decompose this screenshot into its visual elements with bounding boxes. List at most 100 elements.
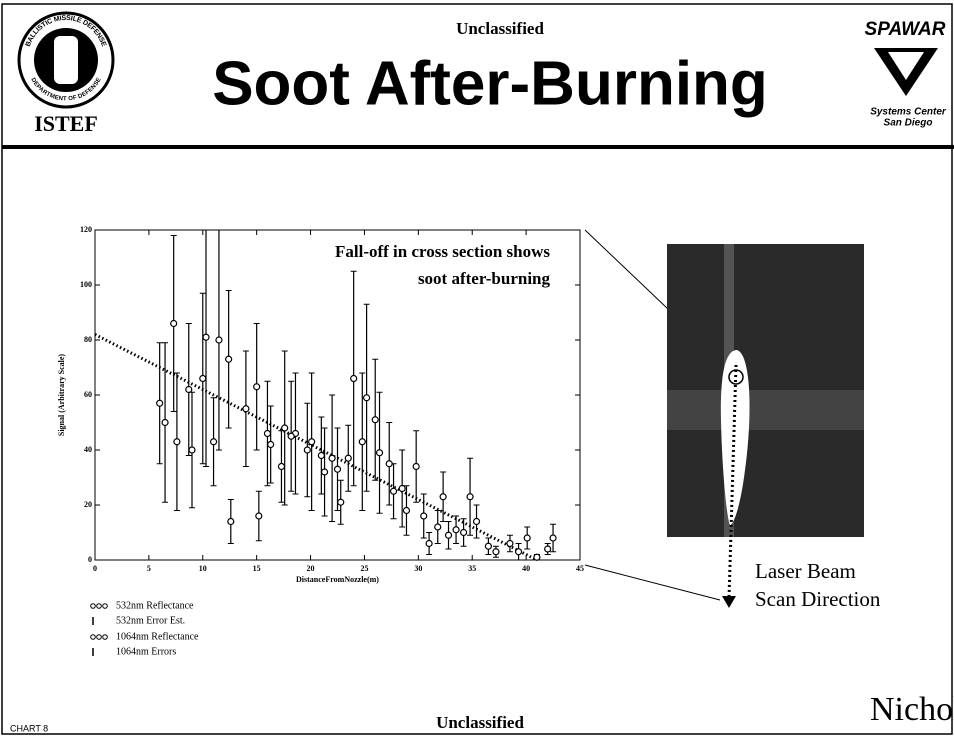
spawar-mark <box>874 48 938 96</box>
legend-label: 1064nm Reflectance <box>116 631 199 642</box>
data-point <box>484 542 492 550</box>
data-point <box>277 462 286 471</box>
data-point <box>460 528 468 537</box>
data-point <box>242 405 250 413</box>
legend-label: 1064nm Errors <box>116 646 176 657</box>
data-point <box>263 429 272 438</box>
data-point <box>337 498 345 506</box>
data-point <box>492 548 500 556</box>
data-point <box>439 493 447 501</box>
data-point <box>506 539 514 548</box>
data-point <box>225 355 233 363</box>
data-point <box>371 416 379 424</box>
y-tick-label: 120 <box>80 225 92 234</box>
data-point <box>303 446 311 454</box>
x-tick-label: 0 <box>93 564 97 573</box>
y-tick-label: 80 <box>84 335 92 344</box>
x-tick-label: 35 <box>468 564 476 573</box>
callout-line <box>584 564 721 601</box>
data-point <box>425 539 433 548</box>
y-tick-label: 60 <box>84 390 92 399</box>
data-point <box>472 517 481 526</box>
data-point <box>375 449 384 457</box>
y-tick-label: 40 <box>84 445 92 454</box>
data-point <box>320 468 329 476</box>
probe-ring <box>728 369 744 385</box>
data-point <box>173 438 181 446</box>
left-logo: BALLISTIC MISSILE DEFENSE DEPARTMENT OF … <box>17 11 115 109</box>
data-point <box>215 336 223 344</box>
legend-symbol <box>90 634 96 640</box>
legend-symbol <box>96 603 102 609</box>
x-tick-label: 25 <box>360 564 368 573</box>
data-point <box>170 319 178 328</box>
x-axis-label: DistanceFromNozzle(m) <box>296 575 379 584</box>
data-point <box>452 526 460 534</box>
data-point <box>398 484 406 493</box>
data-point <box>549 534 557 542</box>
y-tick-label: 0 <box>88 555 92 564</box>
data-point <box>185 385 193 394</box>
x-tick-label: 5 <box>147 564 151 573</box>
plume-image <box>667 244 864 608</box>
data-point <box>434 523 442 531</box>
image-caption: Scan Direction <box>755 587 881 611</box>
data-point <box>523 534 531 542</box>
plume <box>720 350 750 525</box>
data-point <box>544 545 552 553</box>
data-point <box>287 432 295 440</box>
data-point <box>199 374 207 383</box>
x-tick-label: 40 <box>522 564 530 573</box>
x-tick-label: 15 <box>253 564 261 573</box>
author: Nichols <box>870 691 954 728</box>
legend-symbol <box>96 634 102 640</box>
frame <box>1 3 953 735</box>
data-point <box>389 487 398 495</box>
data-point <box>514 548 523 556</box>
x-tick-label: 30 <box>414 564 422 573</box>
data-point <box>188 446 196 454</box>
data-point <box>344 454 352 462</box>
x-tick-label: 20 <box>307 564 315 573</box>
classification: Unclassified <box>456 19 544 38</box>
spawar-logo: SPAWAR <box>865 19 946 40</box>
data-point <box>253 383 261 391</box>
spawar-caption: San Diego <box>884 118 933 129</box>
legend-label: 532nm Error Est. <box>116 615 185 626</box>
image-caption: Laser Beam <box>755 559 856 583</box>
data-point <box>308 438 316 446</box>
data-point <box>420 512 428 520</box>
data-point <box>358 438 366 446</box>
data-point <box>267 440 275 449</box>
legend-label: 532nm Reflectance <box>116 600 194 611</box>
data-point <box>533 553 541 561</box>
data-point <box>202 333 210 341</box>
data-point <box>227 517 235 526</box>
y-axis-label: Signal (Arbitrary Scale) <box>57 354 66 437</box>
x-tick-label: 45 <box>576 564 584 573</box>
y-tick-label: 20 <box>84 500 92 509</box>
annotation: soot after-burning <box>418 269 551 288</box>
scan-path <box>727 364 738 599</box>
data-point <box>209 438 218 446</box>
legend-symbol <box>90 603 96 609</box>
data-point <box>412 462 420 471</box>
data-point <box>317 451 325 460</box>
spawar-caption: Systems Center <box>870 107 947 118</box>
left-caption: ISTEF <box>34 111 98 136</box>
logo-shape <box>54 36 78 84</box>
data-point <box>281 424 289 432</box>
data-point <box>466 493 474 501</box>
data-point <box>385 460 393 468</box>
x-tick-label: 10 <box>199 564 207 573</box>
data-point <box>402 506 411 515</box>
data-point <box>333 465 342 473</box>
image-band <box>667 390 864 430</box>
plot: 0 5 10 15 20 25 30 35 40 45 0 20 40 60 80 100 120 Distanc… <box>57 225 584 657</box>
annotation: Fall-off in cross section shows <box>335 242 550 261</box>
data-point <box>255 512 263 520</box>
data-point <box>363 394 371 402</box>
data-point <box>444 531 453 539</box>
y-tick-label: 100 <box>80 280 92 289</box>
